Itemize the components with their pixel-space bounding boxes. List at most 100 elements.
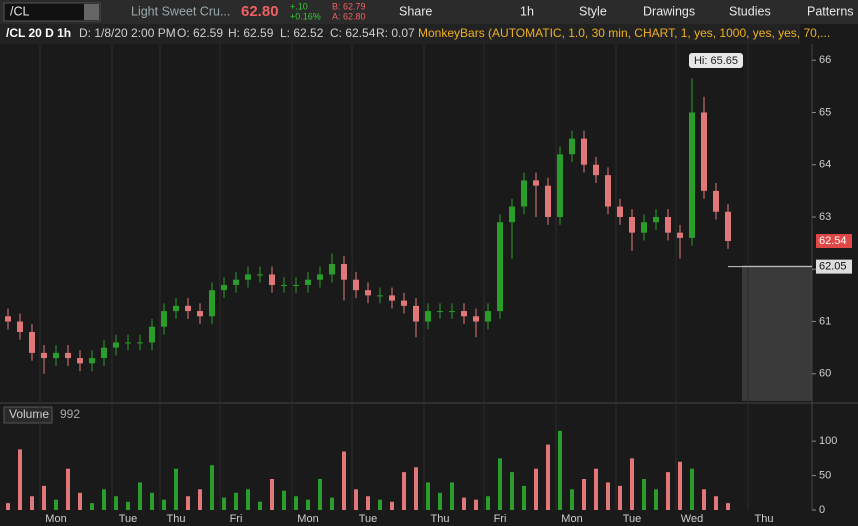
volume-bar <box>66 468 70 510</box>
patterns-button[interactable]: Patterns <box>807 4 854 18</box>
volume-bar <box>618 485 622 510</box>
share-button[interactable]: Share <box>399 4 432 18</box>
volume-bar <box>342 451 346 510</box>
volume-bar <box>594 468 598 510</box>
candle-body <box>65 352 71 359</box>
candle-body <box>77 358 83 364</box>
header-high: H: 62.59 <box>228 26 274 40</box>
header-bar <box>0 24 800 44</box>
symbol-box[interactable] <box>3 2 101 22</box>
volume-bar <box>102 489 106 510</box>
volume-bar <box>222 497 226 510</box>
candle-body <box>101 347 107 359</box>
volume-bar <box>486 496 490 510</box>
symbol-dropdown[interactable] <box>84 4 99 20</box>
candle-body <box>557 154 563 217</box>
candle-body <box>317 274 323 280</box>
candle-body <box>497 222 503 312</box>
candle-body <box>185 305 191 312</box>
candle-body <box>641 222 647 233</box>
candle-body <box>137 342 143 344</box>
last-label-box <box>816 234 852 249</box>
reference-label-box <box>816 259 852 274</box>
volume-bar <box>390 501 394 510</box>
x-tick-label: Tue <box>623 513 642 525</box>
style-button[interactable]: Style <box>579 4 607 18</box>
volume-bar <box>474 499 478 510</box>
volume-bar <box>510 472 514 510</box>
drawings-button[interactable]: Drawings <box>643 4 695 18</box>
candle-body <box>41 352 47 359</box>
volume-tick-label: 100 <box>819 435 837 447</box>
y-tick-label: 61 <box>819 315 831 327</box>
candle-body <box>449 311 455 313</box>
volume-bar <box>534 468 538 510</box>
aggregation-button[interactable]: 1h <box>520 4 534 18</box>
ask: A: 62.80 <box>332 11 366 21</box>
candle-body <box>245 274 251 280</box>
volume-bar <box>186 496 190 510</box>
header-close: C: 62.54 <box>330 26 376 40</box>
candle-body <box>461 311 467 317</box>
header-open: O: 62.59 <box>177 26 223 40</box>
studies-button[interactable]: Studies <box>729 4 771 18</box>
candle-body <box>725 211 731 242</box>
volume-bar <box>126 501 130 510</box>
volume-bar <box>402 472 406 510</box>
volume-bar <box>306 499 310 510</box>
volume-bar <box>558 430 562 510</box>
candle-body <box>5 316 11 322</box>
candle-body <box>713 190 719 212</box>
volume-bar <box>426 482 430 510</box>
candle-body <box>485 311 491 322</box>
candle-body <box>569 138 575 155</box>
volume-bar <box>210 465 214 510</box>
candle-body <box>353 279 359 291</box>
volume-bar <box>30 496 34 510</box>
candle-body <box>653 216 659 223</box>
volume-bar <box>714 496 718 510</box>
volume-bar <box>258 501 262 510</box>
volume-bar <box>90 503 94 510</box>
candle-body <box>305 279 311 285</box>
candle-body <box>677 232 683 238</box>
volume-bar <box>318 479 322 510</box>
volume-bar <box>162 499 166 510</box>
x-tick-label: Wed <box>681 513 703 525</box>
volume-bar <box>498 458 502 510</box>
volume-bar <box>570 489 574 510</box>
volume-bar <box>270 479 274 510</box>
candle-body <box>341 264 347 280</box>
annotation-box <box>689 53 743 68</box>
candle-body <box>533 180 539 186</box>
volume-bar <box>642 479 646 510</box>
volume-bar <box>78 492 82 510</box>
volume-bar <box>438 492 442 510</box>
candle-body <box>221 284 227 291</box>
volume-bar <box>42 485 46 510</box>
candle-body <box>617 206 623 217</box>
volume-title: Volume <box>9 407 49 421</box>
volume-bar <box>726 503 730 510</box>
volume-bar <box>54 499 58 510</box>
volume-bar <box>582 479 586 510</box>
candle-body <box>281 284 287 286</box>
x-tick-label: Mon <box>45 513 66 525</box>
volume-bar <box>114 496 118 510</box>
volume-bar <box>522 485 526 510</box>
header-date: D: 1/8/20 2:00 PM <box>79 26 176 40</box>
volume-bar <box>414 467 418 510</box>
volume-current: 992 <box>60 407 80 421</box>
candle-body <box>689 112 695 238</box>
volume-bar <box>246 489 250 510</box>
volume-bar <box>450 482 454 510</box>
header-low: L: 62.52 <box>280 26 324 40</box>
candle-body <box>509 206 515 223</box>
candle-body <box>629 216 635 233</box>
candle-body <box>365 290 371 296</box>
volume-bar <box>702 489 706 510</box>
candle-body <box>401 300 407 306</box>
